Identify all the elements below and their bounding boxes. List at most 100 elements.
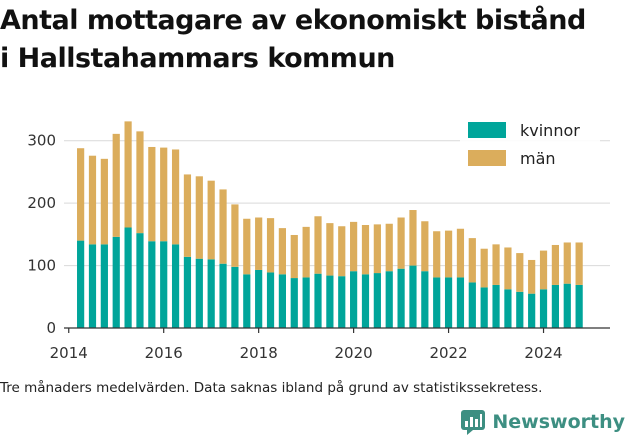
- bar-kvinnor: [302, 277, 310, 328]
- bars: [77, 121, 583, 328]
- y-tick-label: 100: [27, 257, 56, 275]
- bar-kvinnor: [124, 227, 132, 328]
- bar-kvinnor: [373, 273, 381, 328]
- x-tick-label: 2018: [240, 344, 278, 362]
- bar-man: [563, 242, 571, 284]
- bar-kvinnor: [219, 263, 227, 328]
- bar-man: [338, 226, 346, 277]
- legend: kvinnor män: [460, 118, 600, 176]
- bar-kvinnor: [444, 277, 453, 328]
- bar-man: [195, 176, 203, 259]
- chart-title: Antal mottagare av ekonomiskt bistånd i …: [0, 2, 631, 78]
- legend-swatch-kvinnor: [468, 122, 506, 138]
- bar-man: [504, 247, 512, 290]
- bar-kvinnor: [136, 233, 144, 328]
- bar-kvinnor: [385, 271, 393, 328]
- bar-man: [100, 158, 108, 245]
- bar-man: [124, 121, 132, 228]
- bar-kvinnor: [314, 273, 322, 328]
- bar-man: [255, 217, 263, 270]
- bar-man: [219, 189, 227, 264]
- bar-kvinnor: [361, 274, 370, 328]
- bar-man: [183, 174, 192, 257]
- bar-kvinnor: [171, 244, 180, 328]
- bar-kvinnor: [183, 256, 192, 328]
- bar-kvinnor: [266, 272, 275, 328]
- bar-man: [112, 133, 120, 237]
- bar-man: [160, 147, 168, 242]
- bar-kvinnor: [528, 293, 536, 328]
- y-tick-label: 200: [27, 194, 56, 212]
- bar-man: [88, 155, 97, 245]
- y-tick-label: 300: [27, 132, 56, 150]
- bar-kvinnor: [480, 287, 488, 328]
- bar-man: [575, 242, 583, 285]
- bar-kvinnor: [575, 284, 583, 328]
- bar-man: [231, 204, 239, 267]
- legend-label-man: män: [520, 149, 556, 168]
- bar-man: [302, 226, 310, 278]
- bar-man: [468, 238, 476, 283]
- bar-man: [314, 216, 322, 274]
- x-tick-label: 2014: [50, 344, 88, 362]
- bar-kvinnor: [563, 283, 571, 328]
- y-tick-label: 0: [46, 319, 56, 337]
- bar-man: [148, 146, 156, 242]
- bar-man: [171, 149, 180, 245]
- bar-kvinnor: [397, 268, 405, 328]
- x-tick-label: 2016: [145, 344, 183, 362]
- bar-kvinnor: [516, 291, 524, 328]
- bar-man: [385, 223, 393, 272]
- bar-kvinnor: [255, 269, 263, 328]
- chart-title-line-2: i Hallstahammars kommun: [0, 43, 395, 74]
- bar-kvinnor: [326, 275, 334, 328]
- legend-swatch-man: [468, 150, 506, 166]
- bar-kvinnor: [338, 276, 346, 328]
- bar-man: [480, 248, 488, 288]
- bar-man: [290, 234, 298, 279]
- x-tick-label: 2022: [429, 344, 467, 362]
- bar-man: [551, 244, 559, 285]
- bar-man: [421, 221, 429, 272]
- bar-kvinnor: [112, 236, 120, 328]
- bar-man: [136, 131, 144, 234]
- bar-man: [207, 180, 215, 260]
- bar-man: [456, 228, 465, 278]
- footnote: Tre månaders medelvärden. Data saknas ib…: [0, 380, 543, 396]
- bar-kvinnor: [77, 240, 85, 328]
- bar-kvinnor: [409, 265, 417, 328]
- bar-man: [77, 148, 85, 241]
- bar-kvinnor: [243, 274, 251, 328]
- bar-man: [528, 259, 536, 294]
- bar-man: [397, 217, 405, 269]
- x-tick-label: 2020: [335, 344, 373, 362]
- bar-kvinnor: [504, 289, 512, 328]
- brand: Newsworthy: [460, 407, 625, 437]
- stacked-bar-chart: 0 100 200 300 2014 2016 2018 2020 2022 2024 kvinn…: [27, 118, 610, 362]
- bar-man: [539, 250, 548, 290]
- bar-kvinnor: [290, 278, 298, 328]
- bar-man: [350, 221, 358, 272]
- bar-kvinnor: [468, 282, 476, 328]
- bar-kvinnor: [433, 277, 441, 328]
- bar-kvinnor: [421, 271, 429, 328]
- bar-man: [266, 218, 275, 273]
- bar-kvinnor: [195, 258, 203, 328]
- legend-label-kvinnor: kvinnor: [520, 121, 580, 140]
- x-tick-label: 2024: [524, 344, 562, 362]
- bar-man: [492, 244, 500, 285]
- bar-man: [326, 223, 334, 276]
- bar-man: [361, 225, 370, 275]
- bar-kvinnor: [278, 274, 286, 328]
- bar-kvinnor: [88, 244, 97, 328]
- bar-man: [278, 228, 286, 275]
- bar-kvinnor: [231, 266, 239, 328]
- bar-kvinnor: [207, 259, 215, 328]
- axes: 0 100 200 300 2014 2016 2018 2020 2022 2024: [27, 132, 610, 362]
- bar-man: [433, 231, 441, 278]
- bar-man: [243, 218, 251, 275]
- bar-kvinnor: [551, 284, 559, 328]
- bar-kvinnor: [100, 244, 108, 328]
- chart-title-line-1: Antal mottagare av ekonomiskt bistånd: [0, 5, 586, 36]
- bar-man: [516, 253, 524, 292]
